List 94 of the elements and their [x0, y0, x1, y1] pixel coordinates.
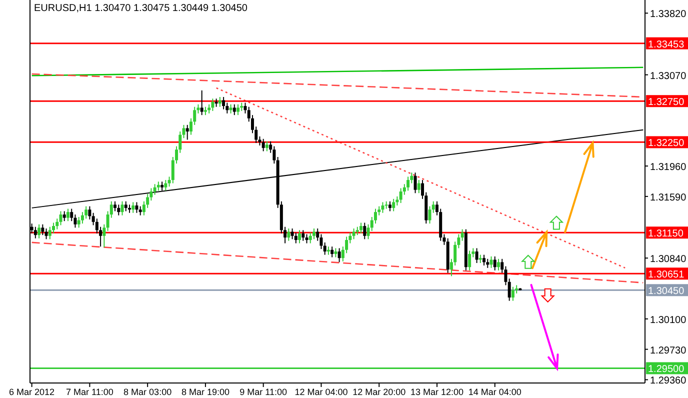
candlestick: [312, 228, 316, 240]
candlestick: [88, 206, 92, 220]
x-tick-label: 8 Mar 19:00: [181, 387, 230, 397]
candlestick: [164, 179, 168, 192]
candlestick: [56, 218, 59, 230]
candlestick: [511, 286, 514, 302]
y-tick-label: 1.29360: [650, 376, 687, 387]
candlestick: [132, 202, 135, 214]
candlestick: [302, 230, 305, 242]
candlestick: [290, 228, 294, 240]
x-tick-label: 6 Mar 2012: [9, 387, 55, 397]
candlestick: [138, 206, 142, 216]
candlestick: [84, 206, 88, 220]
candlestick: [186, 124, 189, 140]
candlestick: [62, 210, 66, 222]
candlestick: [38, 224, 41, 239]
candlestick: [468, 250, 472, 271]
candlestick: [334, 248, 338, 258]
candlestick: [392, 198, 396, 212]
candlestick: [114, 200, 117, 212]
x-tick-label: 14 Mar 04:00: [468, 387, 522, 397]
y-tick-label: 1.33070: [650, 70, 687, 82]
y-tick-label: 1.31960: [650, 162, 687, 174]
x-tick-label: 9 Mar 11:00: [240, 387, 288, 397]
x-tick-label: 8 Mar 03:00: [124, 387, 172, 397]
candlestick: [508, 278, 511, 302]
ref-line-label: 1.32750: [648, 97, 685, 108]
candlestick: [272, 146, 276, 164]
candlestick: [388, 200, 392, 212]
candlestick: [211, 98, 214, 112]
candlestick: [490, 256, 493, 268]
candlestick: [44, 228, 48, 240]
chart-title: EURUSD,H1 1.30470 1.30475 1.30449 1.30450: [34, 3, 248, 14]
candlestick: [222, 96, 226, 110]
candlestick: [124, 200, 128, 212]
candlestick: [298, 230, 302, 244]
ref-line-label: 1.32250: [648, 138, 685, 150]
candlestick: [338, 248, 341, 263]
candlestick: [102, 224, 106, 248]
candlestick: [496, 258, 500, 271]
candlestick: [360, 222, 363, 234]
y-tick-label: 1.31590: [650, 192, 687, 204]
candlestick: [265, 140, 268, 152]
candlestick: [236, 104, 240, 116]
candlestick: [294, 232, 298, 244]
x-tick-label: 13 Mar 12:00: [410, 387, 464, 397]
candlestick: [232, 104, 236, 116]
candlestick: [34, 226, 37, 239]
candlestick: [417, 179, 420, 194]
candlestick: [160, 181, 164, 192]
candlestick: [493, 256, 496, 271]
y-tick-label: 1.33820: [650, 9, 687, 20]
ref-line-label: 1.30450: [648, 286, 685, 298]
candlestick: [182, 124, 186, 139]
candlestick: [48, 226, 52, 240]
candlestick: [156, 181, 160, 192]
candlestick: [352, 228, 356, 240]
candlestick: [428, 206, 432, 224]
ref-line-label: 1.29500: [648, 364, 685, 376]
candlestick: [305, 234, 308, 244]
candlestick: [287, 228, 290, 242]
candlestick: [486, 258, 490, 268]
y-tick-label: 1.29730: [650, 345, 687, 356]
candlestick: [406, 176, 410, 192]
candlestick: [66, 208, 70, 222]
candlestick: [475, 248, 478, 264]
candlestick: [153, 184, 156, 196]
x-tick-label: 12 Mar 04:00: [294, 387, 348, 397]
candlestick: [59, 210, 62, 226]
candlestick: [120, 200, 124, 216]
candlestick: [414, 172, 417, 194]
ref-line-label: 1.31150: [648, 228, 684, 240]
candlestick: [200, 90, 204, 116]
candlestick: [308, 232, 312, 244]
candlestick: [117, 204, 120, 216]
y-tick-label: 1.30100: [650, 314, 687, 326]
candlestick: [262, 138, 265, 152]
candlestick: [135, 202, 138, 214]
candlestick: [399, 188, 402, 204]
candlestick: [323, 242, 326, 256]
candlestick: [41, 224, 44, 236]
candlestick: [363, 222, 366, 240]
y-tick-label: 1.30840: [650, 254, 687, 266]
candlestick: [229, 104, 232, 114]
candlestick: [460, 228, 464, 242]
ref-line-label: 1.33453: [648, 39, 685, 50]
x-tick-label: 12 Mar 20:00: [352, 387, 406, 397]
candlestick: [381, 202, 384, 214]
candlestick: [482, 254, 486, 266]
candlestick: [218, 96, 222, 108]
ref-line-label: 1.30651: [648, 270, 685, 281]
candlestick: [77, 216, 80, 228]
candlestick: [330, 246, 334, 258]
x-tick-label: 7 Mar 11:00: [66, 387, 114, 397]
